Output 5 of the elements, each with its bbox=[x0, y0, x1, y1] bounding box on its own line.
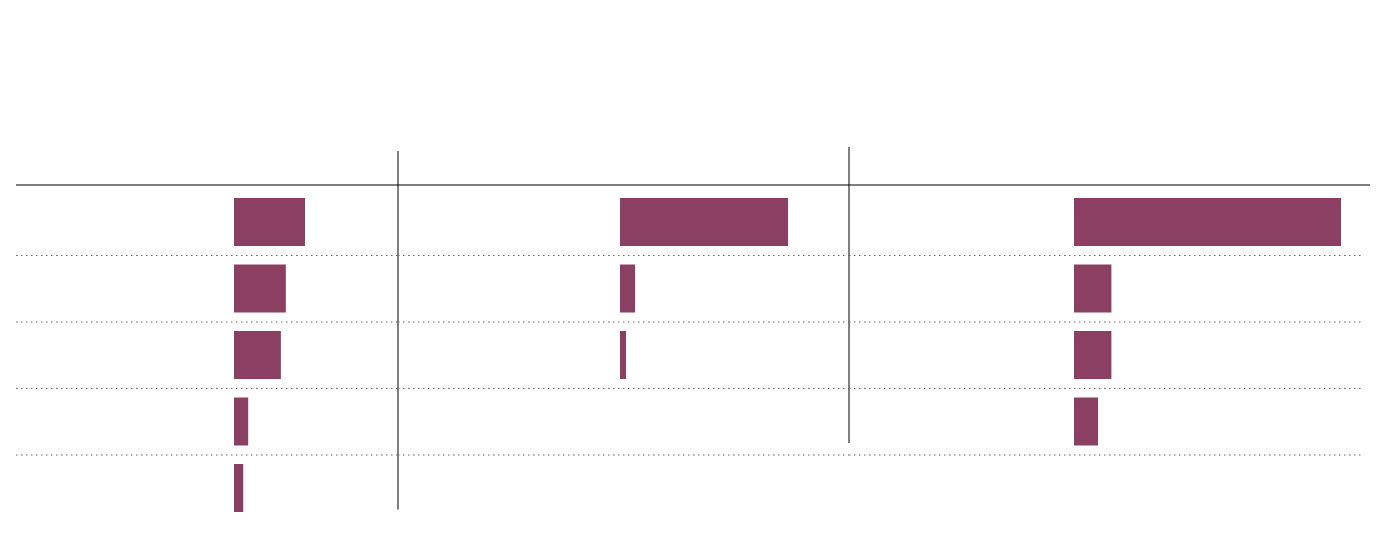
bar bbox=[234, 464, 244, 512]
bar bbox=[234, 264, 286, 313]
bar bbox=[234, 198, 305, 246]
bar bbox=[234, 331, 281, 379]
bar bbox=[234, 397, 249, 446]
